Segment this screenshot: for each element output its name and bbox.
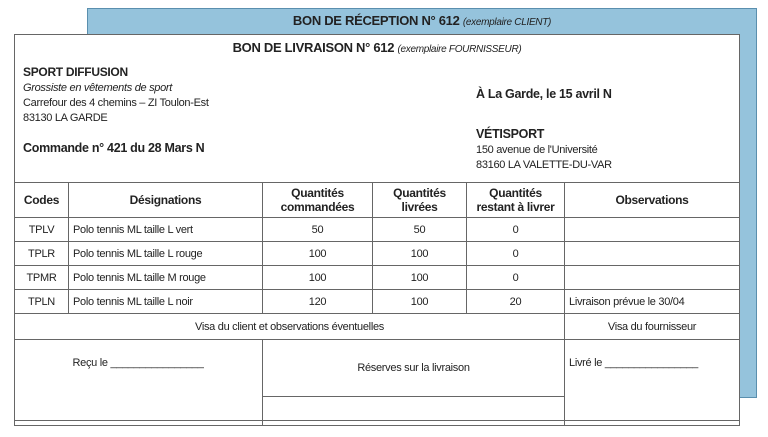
supplier-name: SPORT DIFFUSION (23, 65, 128, 79)
cell-observation (564, 265, 740, 290)
reception-title: BON DE RÉCEPTION N° 612 (exemplaire CLIE… (88, 13, 756, 28)
cell-observation (564, 241, 740, 266)
cell-observation (564, 217, 740, 242)
cell-remaining: 0 (466, 265, 565, 290)
items-table: Codes Désignations Quantités commandées … (14, 182, 740, 427)
delivery-subtitle: (exemplaire FOURNISSEUR) (397, 44, 522, 55)
reception-title-text: BON DE RÉCEPTION N° 612 (292, 13, 460, 28)
cell-ordered: 100 (262, 265, 373, 290)
header-designations: Désignations (68, 182, 263, 218)
cell-delivered: 50 (372, 217, 467, 242)
table-row: TPLV Polo tennis ML taille L vert 50 50 0 (14, 217, 740, 242)
client-name: VÉTISPORT (476, 127, 545, 141)
delivered-date-field[interactable]: Livré le ________________ (564, 339, 740, 426)
visa-row: Visa du client et observations éventuell… (14, 313, 740, 340)
cell-remaining: 20 (466, 289, 565, 314)
date-place: À La Garde, le 15 avril N (476, 87, 612, 101)
cell-ordered: 100 (262, 241, 373, 266)
client-block: VÉTISPORT 150 avenue de l'Université 831… (476, 127, 612, 173)
cell-designation: Polo tennis ML taille M rouge (68, 265, 263, 290)
cell-code: TPLR (14, 241, 69, 266)
reception-subtitle: (exemplaire CLIENT) (462, 17, 552, 28)
cell-code: TPLN (14, 289, 69, 314)
reserves-row (15, 395, 740, 427)
cell-remaining: 0 (466, 241, 565, 266)
cell-remaining: 0 (466, 217, 565, 242)
cell-delivered: 100 (372, 241, 467, 266)
header-codes: Codes (14, 182, 69, 218)
client-address: 150 avenue de l'Université (476, 144, 598, 156)
client-city: 83160 LA VALETTE-DU-VAR (476, 159, 612, 171)
delivery-title: BON DE LIVRAISON N° 612 (exemplaire FOUR… (15, 40, 739, 55)
delivery-title-text: BON DE LIVRAISON N° 612 (232, 40, 395, 55)
header-qty-delivered: Quantités livrées (372, 182, 467, 218)
cell-delivered: 100 (372, 289, 467, 314)
visa-supplier-label: Visa du fournisseur (564, 313, 740, 340)
cell-ordered: 120 (262, 289, 373, 314)
cell-designation: Polo tennis ML taille L rouge (68, 241, 263, 266)
cell-designation: Polo tennis ML taille L vert (68, 217, 263, 242)
supplier-address: Carrefour des 4 chemins – ZI Toulon-Est (23, 97, 209, 109)
reserves-field[interactable] (262, 395, 565, 427)
table-row: TPLN Polo tennis ML taille L noir 120 100 20… (14, 289, 740, 314)
cell-observation: Livraison prévue le 30/04 (564, 289, 740, 314)
cell-code: TPMR (14, 265, 69, 290)
order-ref: Commande n° 421 du 28 Mars N (23, 141, 205, 155)
delivery-reserves-label: Réserves sur la livraison (262, 339, 565, 397)
header-qty-remaining: Quantités restant à livrer (466, 182, 565, 218)
header-qty-ordered: Quantités commandées (262, 182, 373, 218)
cell-designation: Polo tennis ML taille L noir (68, 289, 263, 314)
header-observations: Observations (564, 182, 740, 218)
table-row: TPMR Polo tennis ML taille M rouge 100 100 0 (14, 265, 740, 290)
cell-ordered: 50 (262, 217, 373, 242)
supplier-desc: Grossiste en vêtements de sport (23, 82, 173, 94)
cell-delivered: 100 (372, 265, 467, 290)
signature-row: Reçu le ________________ Réserves sur la… (14, 339, 740, 426)
visa-client-label: Visa du client et observations éventuell… (14, 313, 565, 340)
table-row: TPLR Polo tennis ML taille L rouge 100 100 0 (14, 241, 740, 266)
supplier-block: SPORT DIFFUSION Grossiste en vêtements d… (23, 65, 209, 126)
delivery-note: BON DE LIVRAISON N° 612 (exemplaire FOUR… (14, 34, 740, 427)
table-header: Codes Désignations Quantités commandées … (14, 182, 740, 218)
received-date-field[interactable]: Reçu le ________________ (68, 339, 263, 426)
supplier-city: 83130 LA GARDE (23, 112, 108, 124)
cell-code: TPLV (14, 217, 69, 242)
